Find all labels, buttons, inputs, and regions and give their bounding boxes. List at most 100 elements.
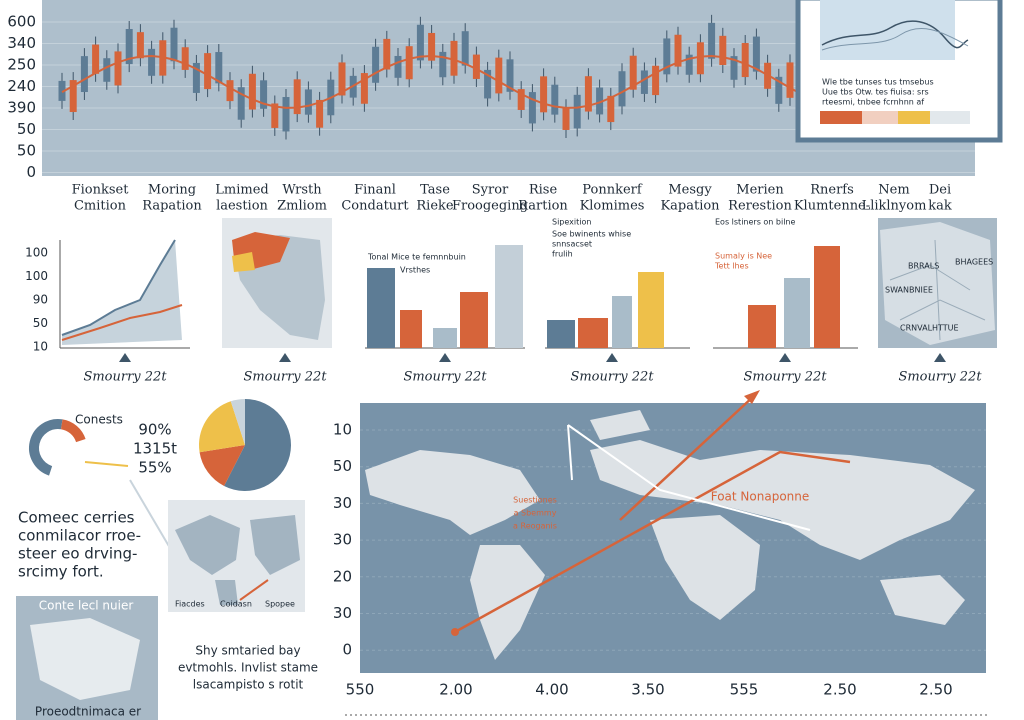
label: 240 xyxy=(7,77,36,95)
candle xyxy=(741,43,749,78)
label: Zmliom xyxy=(277,199,327,214)
candle xyxy=(528,92,536,124)
label: Suestiones xyxy=(513,496,557,505)
bar xyxy=(460,292,488,348)
map-region xyxy=(232,252,255,272)
inset-line xyxy=(821,28,969,51)
triangle xyxy=(439,353,451,362)
pointer xyxy=(84,461,129,467)
candle xyxy=(405,46,413,80)
label: 30 xyxy=(333,531,352,549)
label: Proeodtnimaca er xyxy=(35,705,141,719)
label: lsacampisto s rotit xyxy=(193,678,304,692)
label: Rise xyxy=(529,183,558,198)
candle xyxy=(584,76,592,112)
label: 50 xyxy=(333,457,352,475)
candle xyxy=(372,46,380,83)
label: 90 xyxy=(33,293,48,307)
label: 50 xyxy=(33,316,48,330)
label: Rerestion xyxy=(728,199,792,214)
route xyxy=(567,424,811,531)
label: Smourry 22t xyxy=(570,370,654,385)
area xyxy=(62,240,182,345)
label: 550 xyxy=(346,681,375,699)
label: Conte lecl nuier xyxy=(39,599,134,613)
label: Eos lstiners on bilne xyxy=(715,218,796,227)
bar xyxy=(367,268,395,348)
candle xyxy=(752,36,760,72)
inset-line xyxy=(821,20,969,49)
candle xyxy=(596,87,604,115)
candle xyxy=(629,55,637,90)
candle xyxy=(282,97,290,132)
candle xyxy=(114,51,122,86)
donut xyxy=(29,419,63,476)
inset-strip xyxy=(820,111,862,124)
candle xyxy=(360,73,368,104)
label: Klomimes xyxy=(580,199,645,214)
label: Rapation xyxy=(142,199,202,214)
label: 4.00 xyxy=(535,681,568,699)
label: 600 xyxy=(7,13,36,31)
label: Klumtenne- xyxy=(794,199,870,214)
candle xyxy=(204,53,212,90)
candle xyxy=(551,84,559,115)
candle xyxy=(428,32,436,61)
label: Sumaly is Nee xyxy=(715,252,772,261)
label: Smourry 22t xyxy=(83,370,167,385)
candle xyxy=(708,22,716,59)
bar xyxy=(495,245,523,348)
candle xyxy=(517,89,525,110)
label: Lliklnyom xyxy=(862,199,927,214)
candle xyxy=(125,28,133,65)
label: Nem xyxy=(878,183,909,198)
label: 10 xyxy=(333,421,352,439)
candle xyxy=(215,52,223,84)
triangle xyxy=(779,353,791,362)
label: Rnerfs xyxy=(810,183,854,198)
candle xyxy=(696,42,704,75)
label: Kapation xyxy=(660,199,720,214)
donut xyxy=(60,419,86,443)
label: Wrsth xyxy=(282,183,322,198)
bar xyxy=(547,320,575,348)
candle xyxy=(92,44,100,74)
label: Tett lhes xyxy=(714,262,749,271)
label: 90% xyxy=(138,421,171,439)
triangle xyxy=(119,353,131,362)
label: Syror xyxy=(472,183,509,198)
label: Sipexition xyxy=(552,218,591,227)
label: 3.50 xyxy=(631,681,664,699)
candle xyxy=(674,34,682,67)
label: Spopee xyxy=(265,600,295,609)
line xyxy=(61,304,183,341)
bar xyxy=(612,296,632,348)
trend-line xyxy=(61,55,925,109)
candle xyxy=(394,55,402,78)
candle xyxy=(80,56,88,93)
label: 0 xyxy=(26,163,36,181)
label: 100 xyxy=(25,246,48,260)
label: 30 xyxy=(333,494,352,512)
label: Condaturt xyxy=(341,199,409,214)
label: Smourry 22t xyxy=(243,370,327,385)
candle xyxy=(383,38,391,70)
candle xyxy=(472,54,480,79)
label: a Sbemmy xyxy=(514,509,557,518)
label: Vrsthes xyxy=(400,266,430,275)
label: 2.00 xyxy=(439,681,472,699)
label: Tonal Mice te femnnbuin xyxy=(367,253,466,262)
candle xyxy=(170,27,178,62)
label: snnsacset xyxy=(552,240,592,249)
label: conmilacor rroe- xyxy=(18,527,141,545)
bar xyxy=(400,310,422,348)
candle xyxy=(573,94,581,129)
marker xyxy=(451,628,459,636)
candle xyxy=(607,95,615,123)
label: 2.50 xyxy=(823,681,856,699)
label: BHAGEES xyxy=(955,258,993,267)
label: Fiacdes xyxy=(175,600,205,609)
candle xyxy=(248,73,256,110)
label: Ponnkerf xyxy=(582,183,643,198)
candle xyxy=(192,62,200,93)
